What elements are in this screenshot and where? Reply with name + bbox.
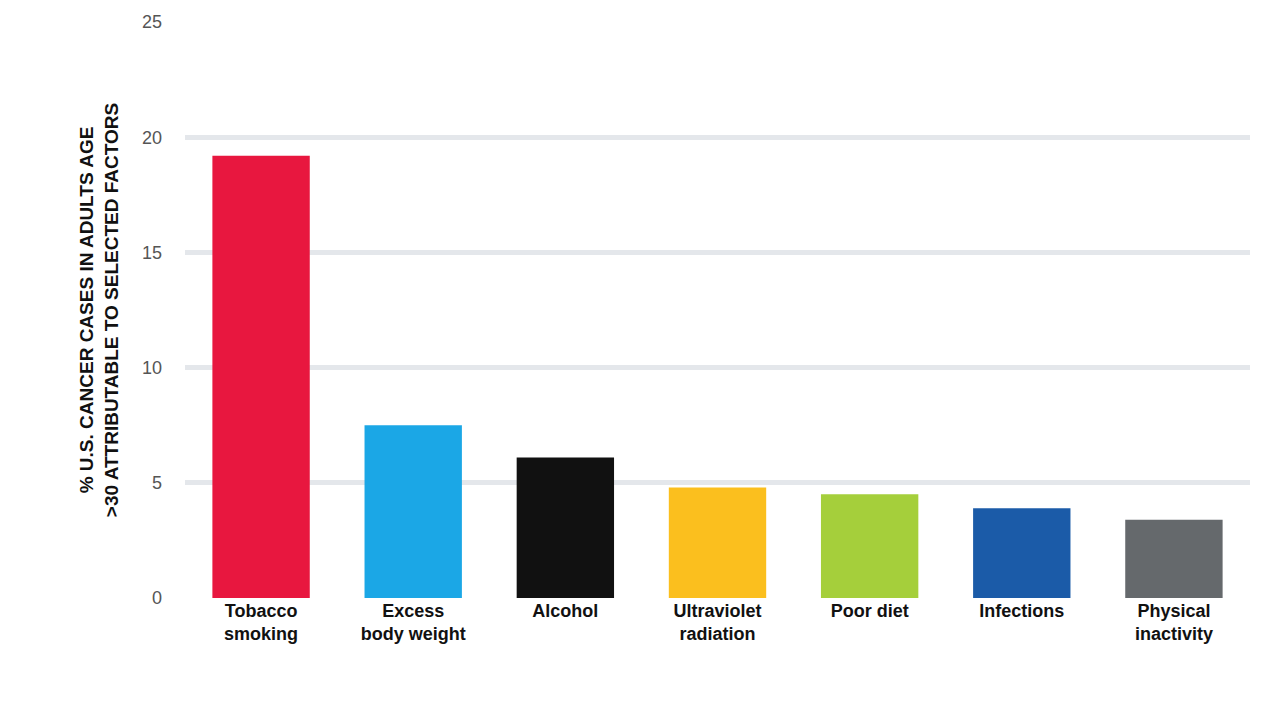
svg-text:25: 25 — [142, 12, 162, 32]
svg-text:20: 20 — [142, 128, 162, 148]
svg-text:15: 15 — [142, 243, 162, 263]
svg-text:Physicalinactivity: Physicalinactivity — [1135, 601, 1213, 644]
svg-text:Alcohol: Alcohol — [532, 601, 598, 621]
svg-text:Tobaccosmoking: Tobaccosmoking — [224, 601, 298, 644]
svg-text:10: 10 — [142, 358, 162, 378]
svg-text:Infections: Infections — [979, 601, 1064, 621]
svg-text:0: 0 — [152, 588, 162, 608]
svg-text:Excessbody weight: Excessbody weight — [361, 601, 466, 644]
svg-text:% U.S. CANCER CASES IN ADULTS: % U.S. CANCER CASES IN ADULTS AGE>30 ATT… — [76, 103, 122, 517]
svg-text:Poor diet: Poor diet — [831, 601, 909, 621]
svg-text:Ultravioletradiation: Ultravioletradiation — [673, 601, 761, 644]
svg-text:5: 5 — [152, 473, 162, 493]
